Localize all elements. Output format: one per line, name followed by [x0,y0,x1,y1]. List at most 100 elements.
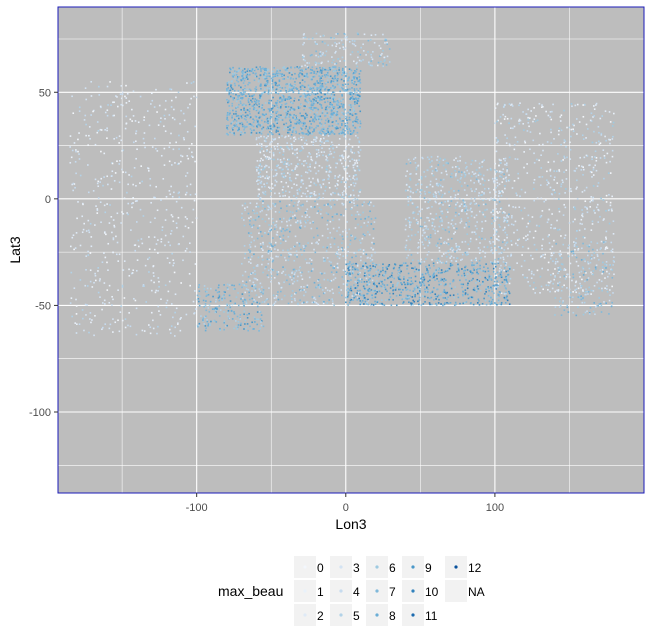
data-point [339,105,341,108]
data-point [591,141,594,144]
data-point [248,243,251,246]
data-point [478,252,481,255]
data-point [135,132,137,135]
data-point [606,152,609,155]
data-point [231,80,233,82]
data-point [316,198,318,201]
data-point [453,304,456,307]
data-point [342,238,344,240]
data-point [123,197,126,200]
data-point [319,131,321,134]
data-point [229,71,231,74]
data-point [560,183,563,185]
data-point [494,277,497,279]
data-point [487,287,490,290]
data-point [437,294,440,297]
data-point [575,230,578,232]
data-point [408,216,411,219]
data-point [331,121,334,124]
data-point [341,242,343,244]
data-point [369,267,372,270]
data-point [355,116,358,119]
data-point [227,81,230,83]
data-point [111,170,114,173]
data-point [368,265,371,267]
data-point [357,94,360,97]
data-point [514,136,517,139]
data-point [278,90,281,93]
data-point [503,219,506,222]
data-point [510,104,512,106]
data-point [306,116,308,118]
data-point [563,237,566,239]
data-point [350,93,353,96]
data-point [449,264,452,267]
data-point [340,78,343,81]
data-point [260,87,262,90]
data-point [600,280,603,283]
data-point [349,178,352,181]
data-point [494,107,497,109]
data-point [350,298,353,301]
data-point [504,187,506,190]
data-point [364,300,367,303]
data-point [392,284,394,286]
data-point [324,89,326,91]
data-point [326,159,329,162]
data-point [485,288,487,291]
data-point [156,209,159,212]
data-point [296,220,299,222]
data-point [351,270,354,273]
data-point [176,226,178,229]
data-point [293,114,295,116]
data-point [272,73,274,76]
data-point [517,239,519,241]
data-point [355,94,357,96]
data-point [481,178,484,181]
data-point [270,207,273,210]
data-point [585,137,587,139]
data-point [456,249,458,252]
data-point [354,218,357,220]
data-point [586,211,589,214]
data-point [590,199,593,202]
data-point [342,157,345,160]
data-point [262,159,264,161]
data-point [349,160,351,163]
data-point [132,183,134,186]
data-point [271,128,273,131]
data-point [429,275,431,278]
data-point [506,280,508,283]
data-point [188,147,191,150]
data-point [330,152,333,155]
data-point [482,184,485,186]
data-point [504,185,506,187]
data-point [481,211,484,214]
data-point [301,215,304,218]
data-point [474,259,476,261]
data-point [316,303,319,305]
data-point [343,181,346,183]
data-point [586,208,589,210]
data-point [278,151,281,154]
data-point [611,155,614,158]
data-point [323,98,326,100]
data-point [271,80,274,82]
data-point [289,124,292,126]
data-point [506,221,508,224]
data-point [226,98,228,101]
data-point [242,89,244,91]
data-point [491,262,493,264]
data-point [454,174,457,176]
data-point [396,284,398,287]
data-point [249,246,252,248]
data-point [478,172,481,174]
data-point [257,256,260,259]
data-point [327,127,329,130]
data-point [265,137,268,139]
data-point [349,201,351,204]
data-point [268,87,271,90]
data-point [302,115,304,117]
data-point [350,194,352,196]
data-point [309,132,311,134]
